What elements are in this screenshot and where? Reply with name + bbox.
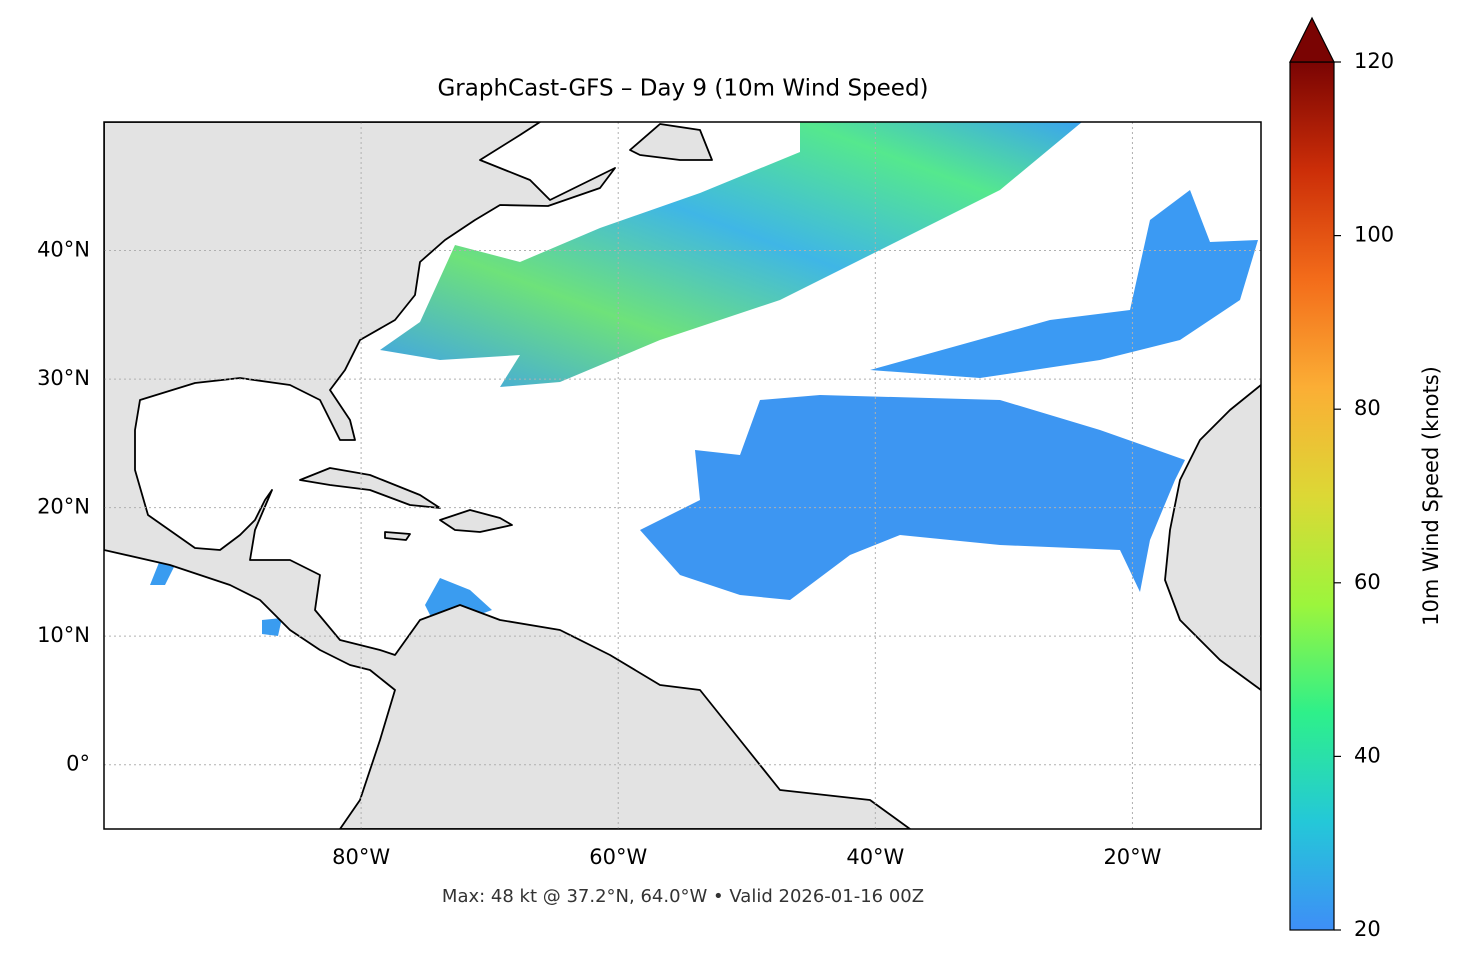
plot-frame xyxy=(103,121,1262,830)
colorbar-tick-label: 100 xyxy=(1354,223,1394,247)
map-area xyxy=(104,122,1261,829)
colorbar-extend xyxy=(1289,16,1335,63)
x-tick-label: 20°W xyxy=(1103,845,1161,869)
land xyxy=(629,123,713,161)
colorbar-label: 10m Wind Speed (knots) xyxy=(1419,366,1443,626)
colorbar-tick-label: 80 xyxy=(1354,396,1381,420)
x-tick-label: 80°W xyxy=(332,845,390,869)
y-tick-label: 10°N xyxy=(37,623,90,647)
land xyxy=(104,122,911,829)
y-tick-label: 30°N xyxy=(37,366,90,390)
colorbar-tick-label: 40 xyxy=(1354,743,1381,767)
y-tick-label: 40°N xyxy=(37,238,90,262)
wind-field xyxy=(640,395,1185,600)
footnote: Max: 48 kt @ 37.2°N, 64.0°W • Valid 2026… xyxy=(442,886,924,907)
x-tick-label: 60°W xyxy=(589,845,647,869)
y-tick-label: 0° xyxy=(66,752,90,776)
x-tick-label: 40°W xyxy=(846,845,904,869)
colorbar-tick-label: 20 xyxy=(1354,917,1381,941)
y-tick-label: 20°N xyxy=(37,495,90,519)
chart-title: GraphCast-GFS – Day 9 (10m Wind Speed) xyxy=(437,76,928,102)
wind-field xyxy=(108,145,492,636)
wind-field xyxy=(380,122,1082,387)
wind-field xyxy=(870,190,1258,378)
colorbar xyxy=(1289,61,1335,931)
colorbar-tick-label: 60 xyxy=(1354,570,1381,594)
colorbar-tick-label: 120 xyxy=(1354,49,1394,73)
